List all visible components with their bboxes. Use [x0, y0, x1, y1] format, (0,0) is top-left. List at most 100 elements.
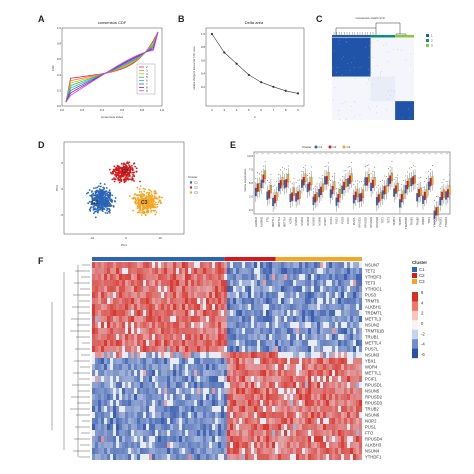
panel-f-cell: [119, 400, 123, 406]
panel-f-cell: [257, 328, 261, 334]
panel-d-point: [121, 167, 123, 169]
panel-f-cell: [308, 274, 312, 280]
panel-f-cell: [107, 274, 111, 280]
panel-d-point: [98, 192, 100, 195]
panel-f-cell: [281, 280, 285, 286]
panel-f-cell: [173, 454, 177, 460]
panel-f-cell: [116, 388, 120, 394]
panel-f-cell: [254, 430, 258, 436]
panel-c-speckle: [365, 46, 366, 48]
panel-f-cell: [308, 316, 312, 322]
panel-f-cell: [254, 418, 258, 424]
panel-f-cell: [200, 340, 204, 346]
panel-f-cell: [206, 328, 210, 334]
panel-f-cell: [107, 382, 111, 388]
panel-d-point: [124, 168, 127, 170]
panel-f-cell: [275, 268, 279, 274]
panel-e-box: [391, 172, 393, 182]
panel-f-cell: [206, 274, 210, 280]
panel-e-gene-label: YTHDC1: [433, 216, 437, 227]
panel-c-speckle: [372, 83, 374, 85]
panel-f-cell: [179, 292, 183, 298]
panel-f-cell: [110, 406, 114, 412]
panel-f-cell: [296, 418, 300, 424]
panel-f-cell: [161, 418, 165, 424]
panel-f-cell: [242, 424, 246, 430]
panel-f-cell: [134, 382, 138, 388]
panel-f-cell: [215, 448, 219, 454]
panel-d-point: [96, 207, 99, 210]
panel-f-cell: [308, 352, 312, 358]
panel-f-cell: [218, 448, 222, 454]
panel-d-point: [96, 195, 99, 198]
panel-f-cell: [107, 388, 111, 394]
panel-f-cell: [299, 370, 303, 376]
panel-f-cell: [359, 370, 363, 376]
panel-a-legend-label: 7: [146, 82, 148, 86]
panel-f-cell: [242, 358, 246, 364]
panel-f-cell: [332, 424, 336, 430]
panel-f-cell: [197, 406, 201, 412]
panel-f-cell: [311, 388, 315, 394]
panel-f-cell: [137, 316, 141, 322]
panel-f-cell: [122, 262, 126, 268]
panel-f-cell: [281, 322, 285, 328]
panel-f-cell: [230, 274, 234, 280]
panel-f-cell: [347, 406, 351, 412]
panel-e-box: [406, 180, 409, 190]
panel-f-cell: [176, 298, 180, 304]
panel-f-cell: [305, 364, 309, 370]
panel-f-cell: [356, 406, 360, 412]
panel-f-cell: [236, 268, 240, 274]
panel-f-cell: [221, 448, 225, 454]
panel-a-ytick: 0.2: [57, 88, 62, 92]
panel-f-cell: [161, 358, 165, 364]
panel-f-cell: [194, 370, 198, 376]
panel-e-gene-label: YBX1: [427, 216, 431, 223]
panel-f-cell: [167, 358, 171, 364]
panel-f-cell: [293, 346, 297, 352]
panel-f-cell: [269, 268, 273, 274]
panel-f-cell: [299, 340, 303, 346]
panel-f-cell: [290, 286, 294, 292]
panel-b-xtick: 7: [273, 108, 275, 112]
panel-d-ytick: -5: [60, 213, 63, 217]
panel-f-cell: [350, 442, 354, 448]
panel-d-point: [153, 205, 155, 208]
panel-f-cell: [233, 322, 237, 328]
panel-f-cell: [341, 406, 345, 412]
panel-f-cell: [281, 370, 285, 376]
panel-f-cell: [182, 340, 186, 346]
panel-f-cell: [338, 274, 342, 280]
panel-f-cell: [269, 304, 273, 310]
panel-b-xlabel: k: [254, 115, 256, 119]
panel-f-cell: [326, 262, 330, 268]
panel-f-cell: [164, 340, 168, 346]
panel-f-cell: [308, 292, 312, 298]
panel-f-cell: [164, 268, 168, 274]
panel-f-cell: [347, 412, 351, 418]
panel-d-point: [138, 203, 140, 206]
panel-f-cell: [353, 352, 357, 358]
panel-f-cell: [95, 352, 99, 358]
panel-f-cell: [323, 424, 327, 430]
panel-f-cell: [284, 328, 288, 334]
panel-f-cell: [155, 388, 159, 394]
panel-f-cell: [119, 316, 123, 322]
panel-f-cell: [263, 292, 267, 298]
panel-f-cell: [266, 406, 270, 412]
panel-f-cell: [356, 436, 360, 442]
panel-e-box: [262, 174, 265, 183]
panel-f-cell: [170, 376, 174, 382]
panel-f-cell: [245, 376, 249, 382]
panel-c-legend-label: 2: [431, 39, 433, 43]
panel-f-cell: [257, 298, 261, 304]
panel-f-cell: [176, 310, 180, 316]
panel-d-point: [128, 178, 131, 180]
panel-f-cell: [314, 382, 318, 388]
panel-f-cell: [176, 262, 180, 268]
panel-f-cell: [131, 424, 135, 430]
panel-f-cell: [296, 274, 300, 280]
panel-c-speckle: [376, 112, 378, 114]
panel-f-cell: [101, 388, 105, 394]
